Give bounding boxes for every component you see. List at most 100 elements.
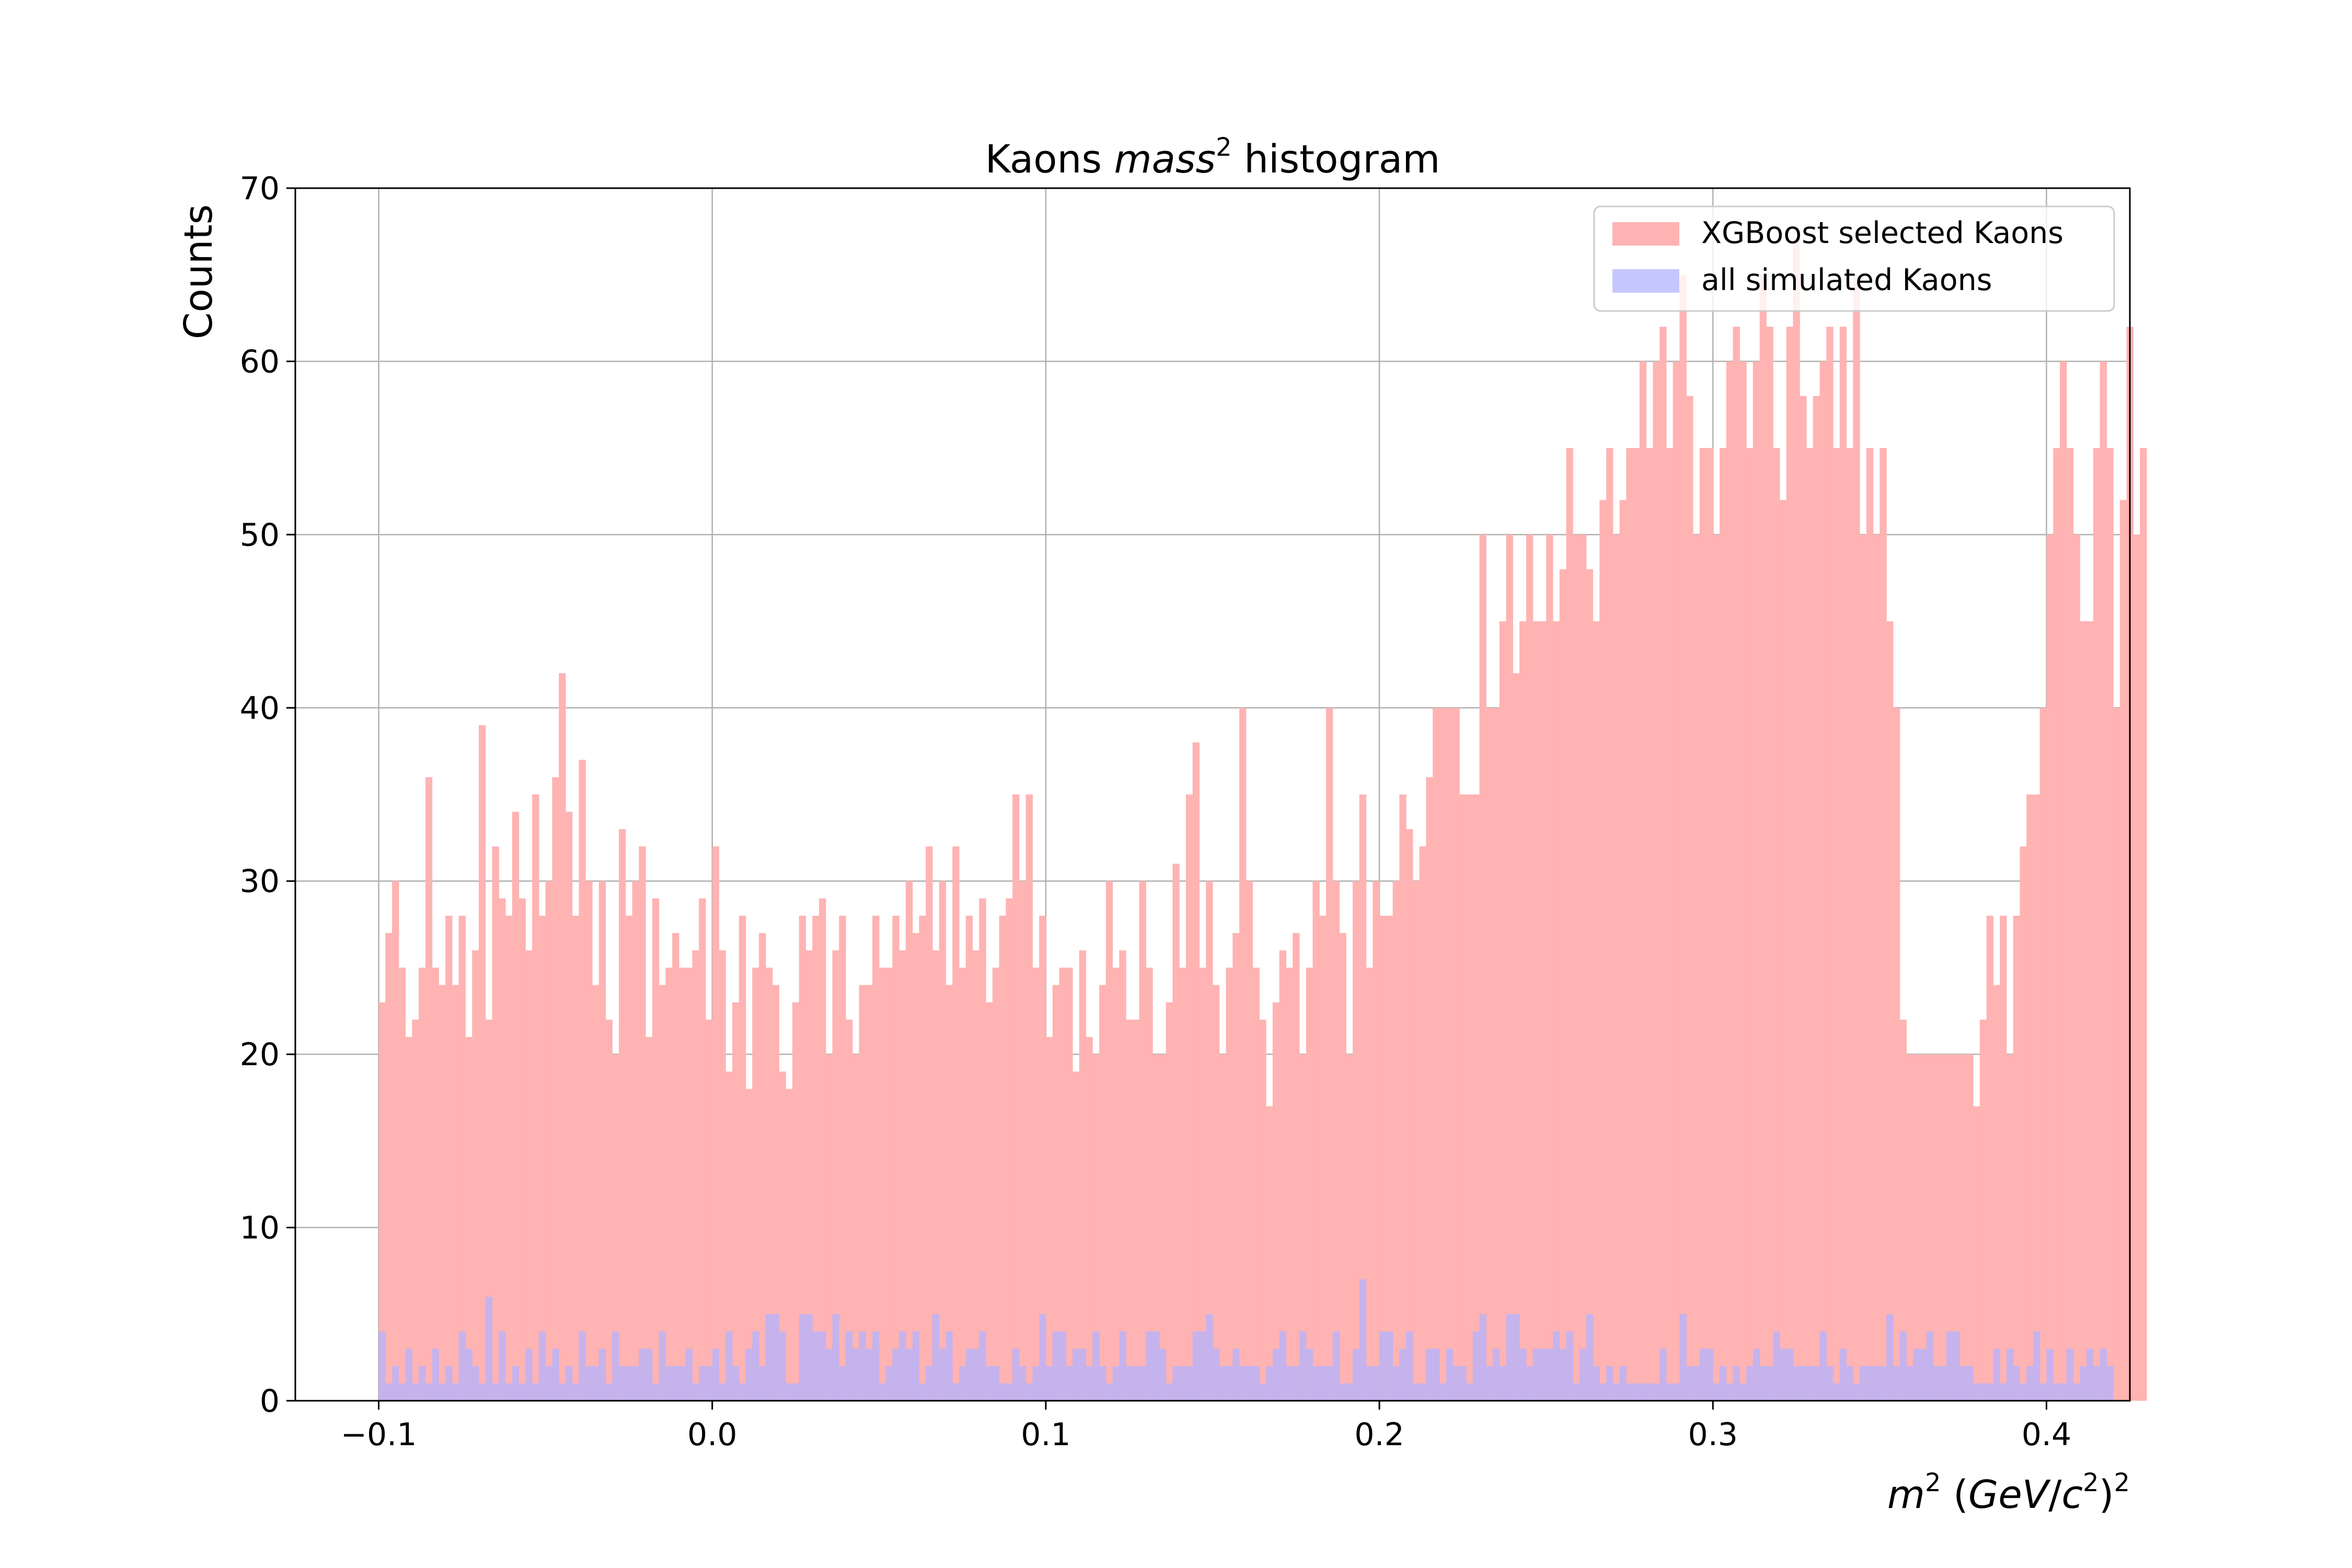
x-tick-label: 0.0 xyxy=(687,1416,737,1453)
bar-xgboost-selected xyxy=(678,967,686,1401)
bar-xgboost-selected xyxy=(2106,448,2114,1401)
bar-xgboost-selected xyxy=(1366,967,1373,1401)
bar-xgboost-selected xyxy=(1032,967,1040,1401)
bar-xgboost-selected xyxy=(1793,240,1800,1401)
bar-xgboost-selected xyxy=(552,777,559,1401)
bar-xgboost-selected xyxy=(1739,361,1747,1401)
bar-all-simulated xyxy=(1713,1383,1720,1401)
bar-xgboost-selected xyxy=(505,916,513,1401)
bar-xgboost-selected xyxy=(1606,448,1613,1401)
bar-xgboost-selected xyxy=(899,950,906,1401)
bar-xgboost-selected xyxy=(1746,448,1754,1401)
bar-xgboost-selected xyxy=(1586,569,1594,1401)
bar-xgboost-selected xyxy=(1713,534,1720,1401)
bar-xgboost-selected xyxy=(439,985,446,1401)
bar-all-simulated xyxy=(1566,1331,1573,1401)
bar-all-simulated xyxy=(425,1383,433,1401)
bar-all-simulated xyxy=(1032,1366,1040,1401)
bar-all-simulated xyxy=(1206,1314,1213,1401)
x-tick-label: −0.1 xyxy=(341,1416,417,1453)
bar-all-simulated xyxy=(499,1331,506,1401)
bar-all-simulated xyxy=(1559,1348,1567,1401)
chart-title-sup: 2 xyxy=(1216,133,1232,162)
bar-all-simulated xyxy=(812,1331,820,1401)
bar-all-simulated xyxy=(445,1366,453,1401)
bar-xgboost-selected xyxy=(632,881,639,1401)
bar-all-simulated xyxy=(926,1366,933,1401)
bar-all-simulated xyxy=(719,1383,726,1401)
bar-xgboost-selected xyxy=(1906,1054,1913,1401)
bar-all-simulated xyxy=(1493,1348,1500,1401)
bar-all-simulated xyxy=(1753,1348,1760,1401)
bar-xgboost-selected xyxy=(1206,881,1213,1401)
bar-all-simulated xyxy=(439,1383,446,1401)
y-tick-label: 60 xyxy=(240,343,280,380)
y-tick-label: 0 xyxy=(260,1383,280,1420)
bar-xgboost-selected xyxy=(1252,967,1260,1401)
bar-all-simulated xyxy=(1720,1366,1727,1401)
bar-xgboost-selected xyxy=(1045,1037,1053,1401)
bar-all-simulated xyxy=(1666,1383,1674,1401)
bar-all-simulated xyxy=(1706,1348,1713,1401)
bar-all-simulated xyxy=(1786,1348,1794,1401)
bar-xgboost-selected xyxy=(1072,1071,1080,1401)
bar-xgboost-selected xyxy=(458,916,466,1401)
bar-xgboost-selected xyxy=(1753,361,1760,1401)
bar-xgboost-selected xyxy=(1546,534,1553,1401)
bar-all-simulated xyxy=(1359,1279,1367,1401)
legend-frame xyxy=(1593,205,2115,312)
bar-xgboost-selected xyxy=(1059,967,1066,1401)
bar-all-simulated xyxy=(479,1383,486,1401)
bar-all-simulated xyxy=(1619,1366,1627,1401)
bar-all-simulated xyxy=(1692,1366,1700,1401)
bar-all-simulated xyxy=(1045,1366,1053,1401)
bar-xgboost-selected xyxy=(1699,448,1707,1401)
bar-xgboost-selected xyxy=(1646,448,1653,1401)
bar-all-simulated xyxy=(1626,1383,1633,1401)
bar-all-simulated xyxy=(458,1331,466,1401)
bar-all-simulated xyxy=(1973,1383,1980,1401)
bar-xgboost-selected xyxy=(1139,881,1146,1401)
bar-xgboost-selected xyxy=(986,1002,993,1401)
bar-xgboost-selected xyxy=(1866,448,1874,1401)
bar-all-simulated xyxy=(1979,1383,1987,1401)
bar-xgboost-selected xyxy=(2059,361,2067,1401)
bar-all-simulated xyxy=(1612,1383,1620,1401)
bar-all-simulated xyxy=(1679,1314,1687,1401)
bar-xgboost-selected xyxy=(1539,621,1547,1401)
bar-xgboost-selected xyxy=(879,967,886,1401)
bar-all-simulated xyxy=(1793,1366,1800,1401)
bar-all-simulated xyxy=(885,1366,893,1401)
bar-all-simulated xyxy=(1099,1366,1106,1401)
bar-all-simulated xyxy=(1659,1348,1667,1401)
bar-xgboost-selected xyxy=(1025,794,1033,1401)
bar-all-simulated xyxy=(1172,1366,1180,1401)
bar-xgboost-selected xyxy=(1766,327,1773,1401)
bar-all-simulated xyxy=(1399,1348,1406,1401)
bar-xgboost-selected xyxy=(1779,500,1787,1401)
bar-all-simulated xyxy=(1813,1366,1820,1401)
bar-all-simulated xyxy=(919,1383,926,1401)
chart-title-suffix: histogram xyxy=(1232,137,1440,182)
bar-all-simulated xyxy=(1446,1348,1454,1401)
bar-xgboost-selected xyxy=(605,1019,613,1401)
bar-all-simulated xyxy=(1439,1383,1447,1401)
bar-xgboost-selected xyxy=(579,759,586,1401)
bar-xgboost-selected xyxy=(1692,534,1700,1401)
bar-xgboost-selected xyxy=(639,846,646,1401)
bar-all-simulated xyxy=(1866,1366,1874,1401)
bar-all-simulated xyxy=(465,1348,472,1401)
bar-all-simulated xyxy=(846,1331,853,1401)
bar-xgboost-selected xyxy=(1940,1054,1947,1401)
bar-xgboost-selected xyxy=(799,916,806,1401)
x-tick-label: 0.2 xyxy=(1354,1416,1404,1453)
bar-xgboost-selected xyxy=(525,950,533,1401)
bar-xgboost-selected xyxy=(619,829,626,1401)
bar-all-simulated xyxy=(1759,1366,1767,1401)
bar-xgboost-selected xyxy=(2053,448,2060,1401)
bar-all-simulated xyxy=(1946,1331,1954,1401)
bar-xgboost-selected xyxy=(1105,881,1113,1401)
bar-xgboost-selected xyxy=(752,967,759,1401)
bar-xgboost-selected xyxy=(1800,396,1807,1401)
